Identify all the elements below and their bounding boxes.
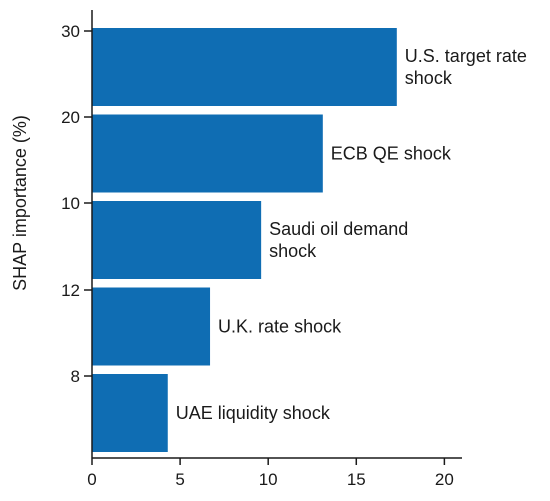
y-tick-label: 20: [61, 108, 80, 127]
x-axis-ticks: 0 5 10 15 20: [87, 458, 454, 489]
bar-1: [92, 28, 397, 106]
bar-label-line: UAE liquidity shock: [176, 403, 331, 423]
bar-label-5: UAE liquidity shock: [176, 403, 331, 423]
bar-label-line: Saudi oil demand: [269, 219, 408, 239]
bar-label-2: ECB QE shock: [331, 144, 452, 164]
x-tick-label: 0: [87, 470, 96, 489]
y-tick-label: 12: [61, 281, 80, 300]
x-tick-label: 15: [347, 470, 366, 489]
bar-3: [92, 201, 262, 279]
y-tick-label: 10: [61, 194, 80, 213]
bar-label-3: Saudi oil demand shock: [269, 219, 408, 261]
x-tick-label: 5: [175, 470, 184, 489]
y-axis-ticks: 30 20 10 12 8: [61, 22, 92, 386]
bar-4: [92, 287, 211, 366]
y-tick-label: 8: [71, 367, 80, 386]
bar-label-line: shock: [269, 241, 317, 261]
bar-label-4: U.K. rate shock: [218, 317, 342, 337]
bar-label-line: ECB QE shock: [331, 144, 452, 164]
x-tick-label: 20: [435, 470, 454, 489]
y-tick-label: 30: [61, 22, 80, 41]
bar-label-line: shock: [405, 68, 453, 88]
bar-5: [92, 374, 168, 452]
y-axis-title: SHAP importance (%): [10, 115, 30, 291]
bar-label-line: U.K. rate shock: [218, 317, 342, 337]
bar-label-1: U.S. target rate shock: [405, 46, 527, 88]
bar-2: [92, 114, 323, 193]
bar-label-line: U.S. target rate: [405, 46, 527, 66]
bars-group: [92, 28, 397, 452]
x-tick-label: 10: [259, 470, 278, 489]
